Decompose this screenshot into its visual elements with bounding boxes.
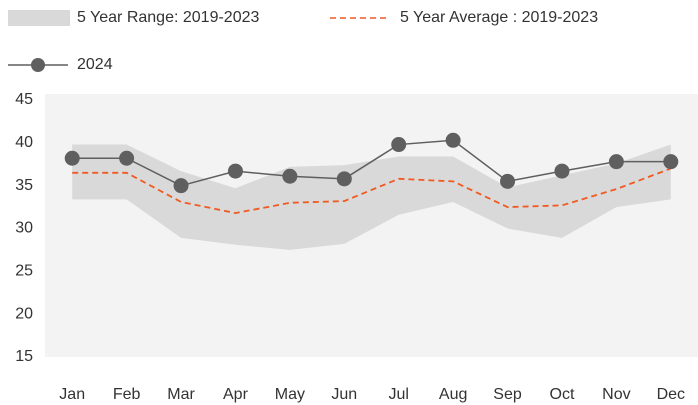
- x-tick-label: Oct: [550, 386, 575, 403]
- y-tick-label: 25: [15, 263, 33, 280]
- y-tick-label: 45: [15, 91, 33, 108]
- y-tick-label: 35: [15, 177, 33, 194]
- x-tick-label: Sep: [493, 386, 522, 403]
- marker: [391, 137, 407, 153]
- average-line: [72, 167, 672, 214]
- y-tick-label: 20: [15, 305, 33, 322]
- y-tick-label: 40: [15, 134, 33, 151]
- range-band: [72, 144, 671, 250]
- x-tick-label: Dec: [657, 386, 685, 403]
- marker: [500, 173, 516, 189]
- x-tick-label: May: [275, 386, 305, 403]
- marker: [227, 163, 243, 179]
- legend-swatch: [8, 10, 70, 26]
- marker: [554, 163, 570, 179]
- marker: [119, 150, 135, 166]
- x-tick-label: Feb: [113, 386, 141, 403]
- legend-marker: [31, 58, 45, 72]
- y-tick-label: 15: [15, 348, 33, 365]
- x-tick-label: Nov: [602, 386, 630, 403]
- legend-label: 5 Year Range: 2019-2023: [77, 9, 259, 26]
- legend-label: 5 Year Average : 2019-2023: [400, 9, 598, 26]
- x-tick-label: Jan: [59, 386, 85, 403]
- series-line: [72, 139, 671, 187]
- x-tick-label: Apr: [223, 386, 249, 403]
- marker: [173, 178, 189, 194]
- marker: [64, 150, 80, 166]
- y-tick-label: 30: [15, 220, 33, 237]
- x-tick-label: Jul: [388, 386, 408, 403]
- marker: [282, 168, 298, 184]
- marker: [445, 132, 461, 148]
- x-tick-label: Aug: [439, 386, 467, 403]
- marker: [608, 154, 624, 170]
- x-tick-label: Jun: [331, 386, 357, 403]
- marker: [663, 154, 679, 170]
- marker: [336, 171, 352, 187]
- legend-label: 2024: [77, 56, 113, 73]
- x-tick-label: Mar: [167, 386, 195, 403]
